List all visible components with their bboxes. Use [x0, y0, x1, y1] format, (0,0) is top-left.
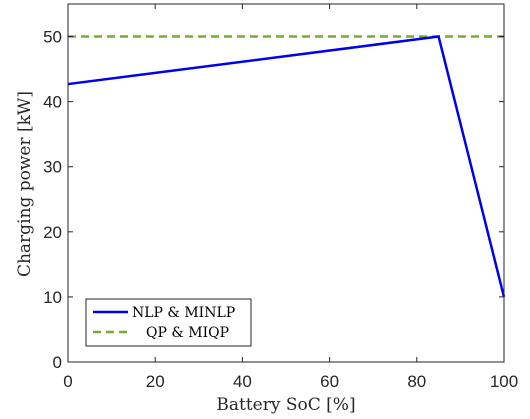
- y-tick-label: 20: [43, 223, 62, 242]
- series-layer: [67, 35, 506, 298]
- axes-box: [67, 3, 505, 363]
- series-line-nlp-minlp: [67, 35, 506, 298]
- y-tick-label: 0: [53, 353, 62, 372]
- x-tick-label: 0: [63, 372, 72, 391]
- x-tick-label: 100: [490, 372, 518, 391]
- legend: NLP & MINLP QP & MIQP: [85, 298, 252, 347]
- axes-layer: [67, 3, 505, 363]
- legend-label-qp-miqp: QP & MIQP: [146, 325, 229, 341]
- x-tick-label: 20: [146, 372, 165, 391]
- ticks-layer: 0 20 40 60 80 100 0 10 20 30 40 50: [43, 4, 518, 391]
- legend-label-nlp-minlp: NLP & MINLP: [132, 305, 235, 321]
- x-tick-label: 80: [407, 372, 426, 391]
- y-tick-label: 40: [43, 93, 62, 112]
- x-tick-label: 60: [320, 372, 339, 391]
- y-axis-label: Charging power [kW]: [15, 91, 35, 277]
- y-tick-label: 10: [43, 288, 62, 307]
- y-tick-label: 30: [43, 158, 62, 177]
- x-tick-label: 40: [233, 372, 252, 391]
- x-axis-label: Battery SoC [%]: [216, 395, 355, 415]
- y-tick-label: 50: [43, 28, 62, 47]
- legend-box: [85, 298, 252, 347]
